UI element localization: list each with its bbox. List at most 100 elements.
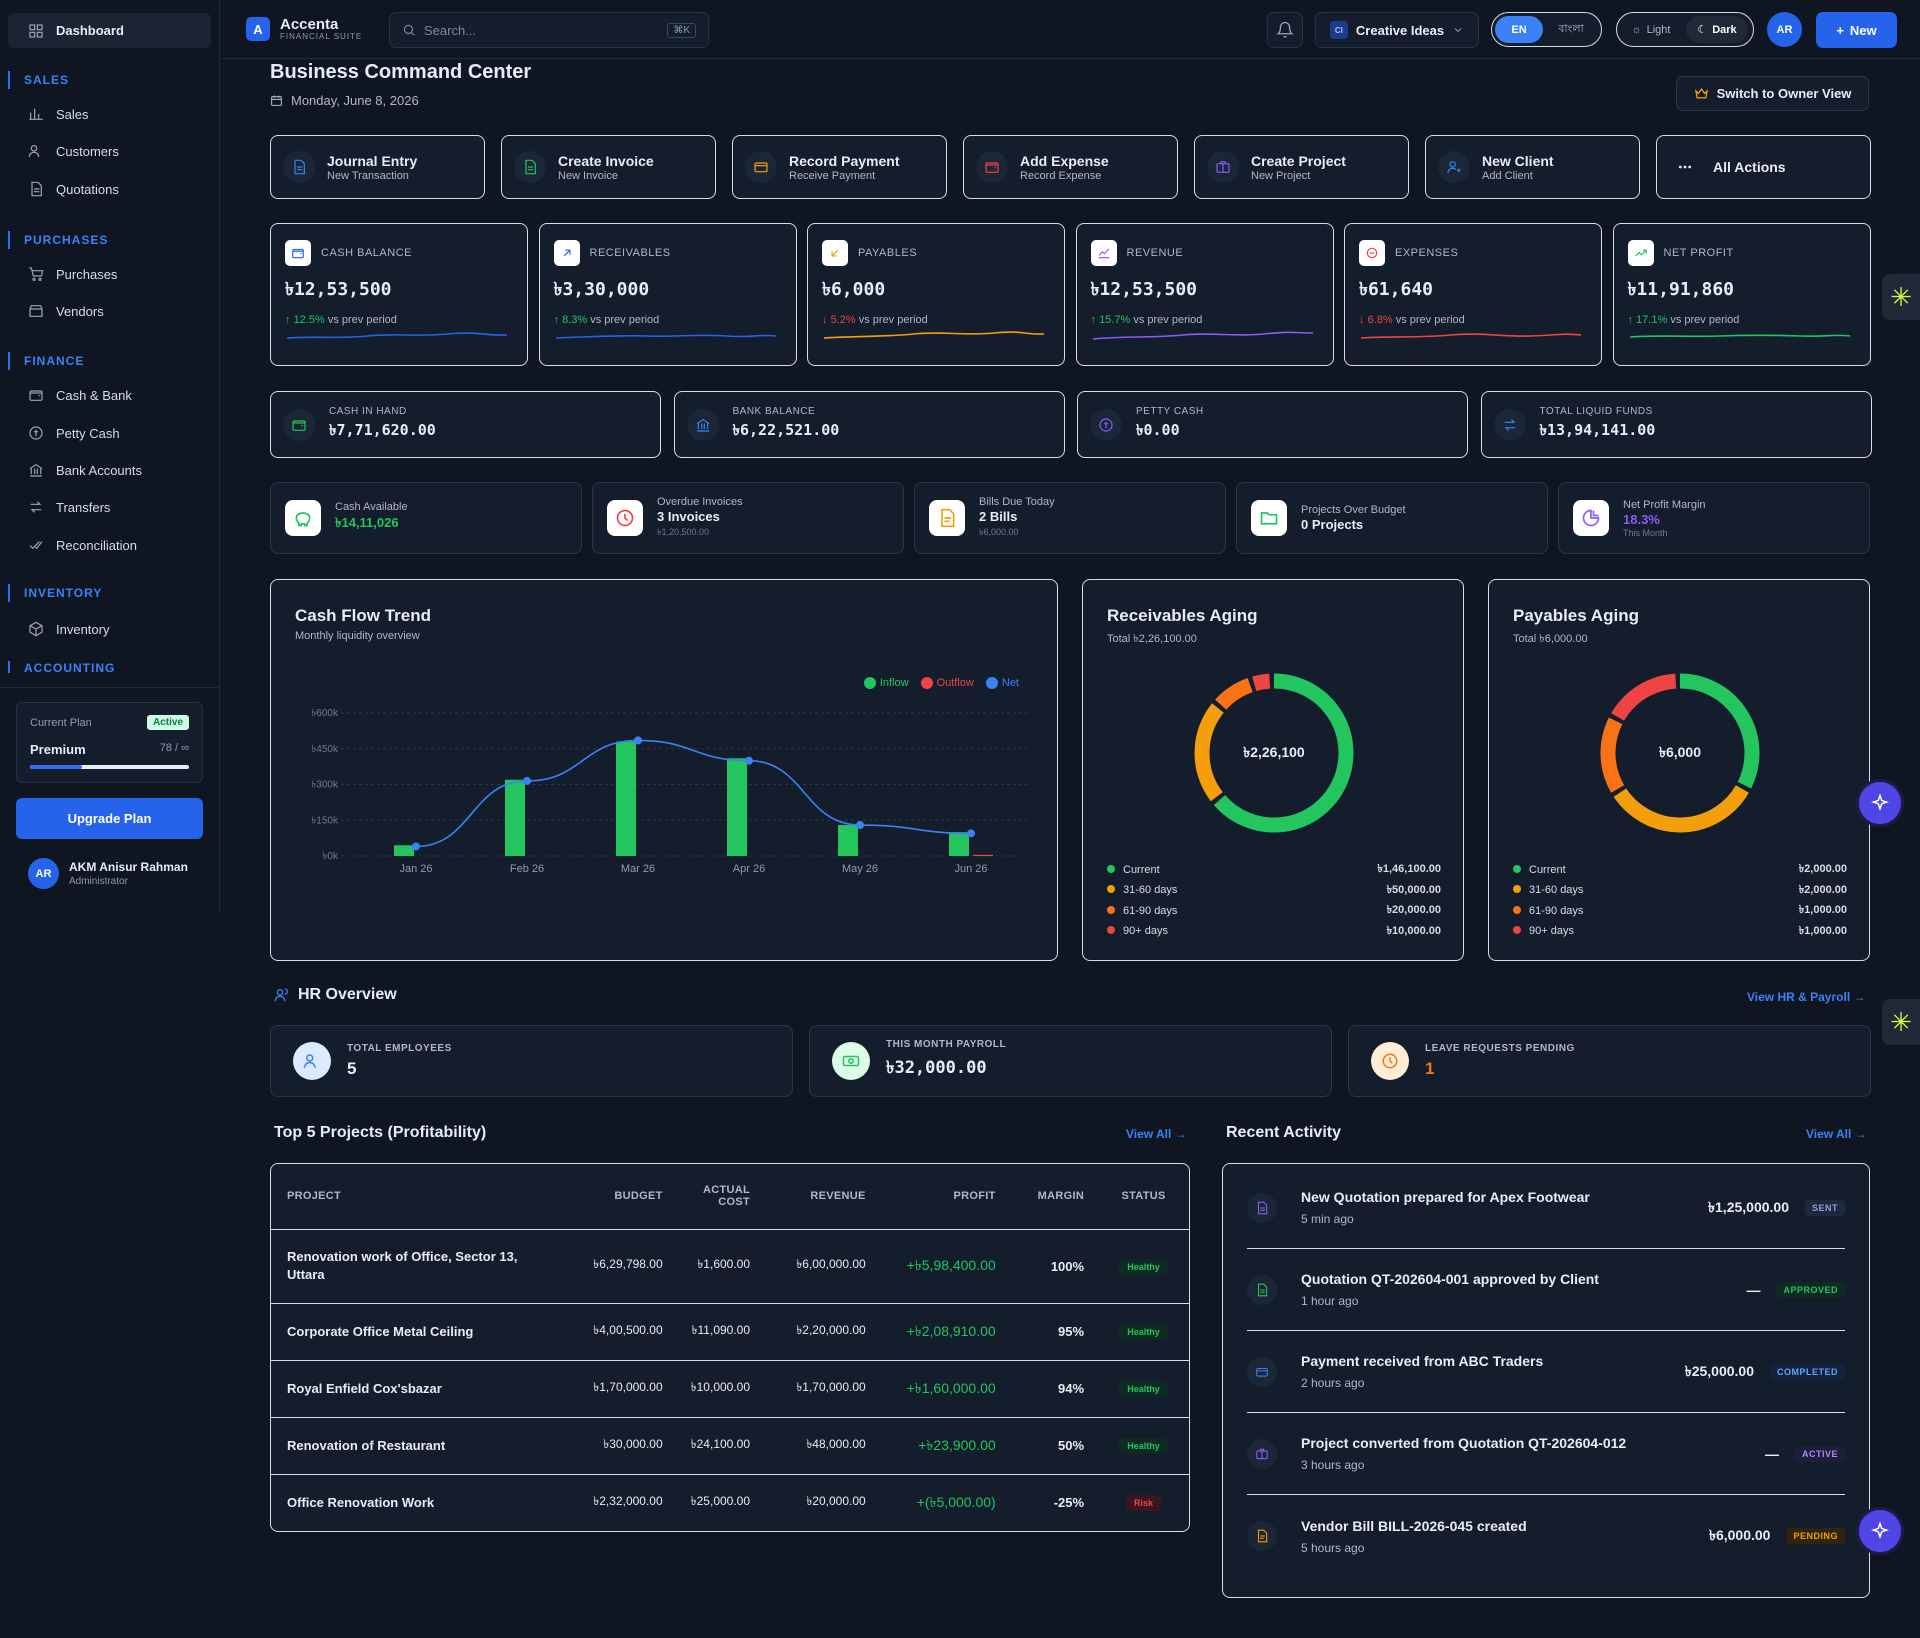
kpi-cash-balance[interactable]: CASH BALANCE ৳12,53,500 ↑ 12.5% vs prev pe… — [270, 223, 528, 366]
inflow-bar[interactable] — [949, 832, 969, 856]
fund-icon-wrap — [1090, 408, 1122, 441]
sidebar-item-quotations[interactable]: Quotations — [28, 179, 119, 199]
hr-leave-requests-pending[interactable]: LEAVE REQUESTS PENDING 1 — [1348, 1025, 1871, 1097]
legend-outflow[interactable]: Outflow — [920, 677, 974, 689]
payables-title: Payables Aging — [1513, 606, 1639, 625]
lang-bn[interactable]: বাংলা — [1558, 23, 1584, 35]
aging-value: ৳2,000.00 — [1798, 863, 1847, 875]
table-row[interactable]: Renovation work of Office, Sector 13, Ut… — [271, 1228, 1189, 1303]
legend-inflow[interactable]: Inflow — [863, 677, 909, 689]
alert-text: Overdue Invoices 3 Invoices ৳1,20,500.00 — [657, 496, 743, 540]
theme-light[interactable]: ☼ Light — [1620, 16, 1682, 43]
activity-time: 5 hours ago — [1301, 1540, 1365, 1555]
donut-slice[interactable] — [1611, 673, 1677, 721]
sidebar-item-bank-accounts[interactable]: Bank Accounts — [28, 460, 142, 480]
net-point[interactable] — [967, 829, 975, 838]
inflow-bar[interactable] — [838, 825, 858, 856]
net-point[interactable] — [856, 821, 864, 830]
sidebar-item-sales[interactable]: Sales — [28, 104, 89, 124]
lang-en[interactable]: EN — [1495, 16, 1543, 43]
net-point[interactable] — [745, 756, 753, 765]
alert-overdue-invoices[interactable]: Overdue Invoices 3 Invoices ৳1,20,500.00 — [592, 482, 904, 554]
sidebar-item-cash-bank[interactable]: Cash & Bank — [28, 385, 132, 405]
notifications-button[interactable] — [1267, 12, 1303, 48]
donut-slice[interactable] — [1613, 785, 1749, 833]
table-row[interactable]: Corporate Office Metal Ceiling ৳4,00,500.… — [271, 1302, 1189, 1360]
alert-text: Projects Over Budget 0 Projects — [1301, 504, 1406, 532]
switch-owner-view-button[interactable]: Switch to Owner View — [1676, 76, 1869, 111]
search-input[interactable]: Search... ⌘K — [389, 12, 709, 48]
sidebar-item-petty-cash[interactable]: Petty Cash — [28, 423, 120, 443]
arrow-up-icon: ↑ — [1627, 314, 1637, 326]
table-row[interactable]: Royal Enfield Cox'sbazar ৳1,70,000.00 ৳10,… — [271, 1359, 1189, 1417]
inflow-bar[interactable] — [616, 741, 636, 856]
sidebar-item-dashboard[interactable]: Dashboard — [8, 13, 211, 48]
activity-item[interactable]: Quotation QT-202604-001 approved by Clie… — [1247, 1249, 1845, 1331]
sidebar-item-purchases[interactable]: Purchases — [28, 264, 117, 284]
legend-net[interactable]: Net — [985, 677, 1019, 689]
sidebar-item-vendors[interactable]: Vendors — [28, 301, 104, 321]
net-point[interactable] — [523, 776, 531, 785]
status-badge: Healthy — [1119, 1324, 1168, 1340]
sidebar-item-reconciliation[interactable]: Reconciliation — [28, 535, 137, 555]
avatar[interactable]: AR — [1767, 12, 1802, 47]
table-row[interactable]: Renovation of Restaurant ৳30,000.00 ৳24,10… — [271, 1416, 1189, 1474]
theme-dark[interactable]: ☾ Dark — [1686, 16, 1748, 43]
activity-title: Quotation QT-202604-001 approved by Clie… — [1301, 1271, 1599, 1287]
ai-fab-button-2[interactable] — [1856, 1507, 1904, 1555]
quick-action-new-client[interactable]: New Client Add Client — [1425, 135, 1640, 199]
quick-action-create-project[interactable]: Create Project New Project — [1194, 135, 1409, 199]
alert-net-profit-margin[interactable]: Net Profit Margin 18.3% This Month — [1558, 482, 1870, 554]
kpi-expenses[interactable]: EXPENSES ৳61,640 ↓ 6.8% vs prev period — [1344, 223, 1602, 366]
quick-action-journal-entry[interactable]: Journal Entry New Transaction — [270, 135, 485, 199]
sidebar-item-inventory[interactable]: Inventory — [28, 619, 109, 639]
donut-slice[interactable] — [1215, 677, 1253, 710]
upgrade-plan-button[interactable]: Upgrade Plan — [16, 798, 203, 839]
sidebar-item-transfers[interactable]: Transfers — [28, 497, 110, 517]
ai-assistant-tab[interactable]: ✳ — [1882, 274, 1920, 320]
net-point[interactable] — [412, 842, 420, 851]
quick-action-record-payment[interactable]: Record Payment Receive Payment — [732, 135, 947, 199]
sidebar-item-customers[interactable]: Customers — [28, 141, 119, 161]
user-profile[interactable]: AR AKM Anisur Rahman Administrator — [28, 858, 188, 889]
quick-action-icon-wrap — [976, 151, 1008, 183]
outflow-bar[interactable] — [973, 854, 993, 856]
ai-assistant-tab-2[interactable]: ✳ — [1882, 999, 1920, 1045]
activity-item[interactable]: Vendor Bill BILL-2026-045 created 5 hours… — [1247, 1495, 1845, 1577]
quick-action-all-actions[interactable]: All Actions — [1656, 135, 1871, 199]
alert-projects-over-budget[interactable]: Projects Over Budget 0 Projects — [1236, 482, 1548, 554]
alert-bills-due-today[interactable]: Bills Due Today 2 Bills ৳6,000.00 — [914, 482, 1226, 554]
kpi-net-profit[interactable]: NET PROFIT ৳11,91,860 ↑ 17.1% vs prev peri… — [1612, 223, 1871, 366]
kpi-receivables[interactable]: RECEIVABLES ৳3,30,000 ↑ 8.3% vs prev perio… — [538, 223, 797, 366]
hr-this-month-payroll[interactable]: THIS MONTH PAYROLL ৳32,000.00 — [809, 1025, 1332, 1097]
activity-item[interactable]: New Quotation prepared for Apex Footwear… — [1247, 1167, 1845, 1249]
activity-item[interactable]: Payment received from ABC Traders 2 hours… — [1247, 1331, 1845, 1413]
inflow-bar[interactable] — [727, 758, 747, 856]
new-button[interactable]: + New — [1816, 12, 1897, 48]
quick-action-create-invoice[interactable]: Create Invoice New Invoice — [501, 135, 716, 199]
donut-slice[interactable] — [1679, 673, 1760, 789]
view-hr-payroll-link[interactable]: View HR & Payroll → — [1747, 990, 1866, 1004]
inflow-bar[interactable] — [394, 845, 414, 856]
table-row[interactable]: Office Renovation Work ৳2,32,000.00 ৳25,00… — [271, 1473, 1189, 1531]
kpi-payables[interactable]: PAYABLES ৳6,000 ↓ 5.2% vs prev period — [807, 223, 1065, 366]
view-all-projects-link[interactable]: View All → — [1126, 1127, 1187, 1141]
table-header-project: PROJECT — [287, 1190, 342, 1203]
inflow-bar[interactable] — [505, 779, 525, 856]
net-point[interactable] — [634, 736, 642, 745]
activity-item[interactable]: Project converted from Quotation QT-2026… — [1247, 1413, 1845, 1495]
alert-cash-available[interactable]: Cash Available ৳14,11,026 — [270, 482, 582, 554]
hr-total-employees[interactable]: TOTAL EMPLOYEES 5 — [270, 1025, 793, 1097]
view-all-activity-link[interactable]: View All → — [1806, 1127, 1867, 1141]
quick-action-add-expense[interactable]: Add Expense Record Expense — [963, 135, 1178, 199]
fund-label: PETTY CASH — [1136, 405, 1204, 417]
donut-slice[interactable] — [1252, 673, 1271, 692]
workspace-selector[interactable]: CI Creative Ideas — [1315, 12, 1479, 48]
donut-slice[interactable] — [1213, 673, 1354, 833]
brand-logo[interactable]: A Accenta FINANCIAL SUITE — [246, 17, 362, 41]
donut-slice[interactable] — [1194, 703, 1224, 802]
table-header-profit: PROFIT — [953, 1190, 996, 1203]
ai-fab-button[interactable] — [1856, 779, 1904, 827]
kpi-revenue[interactable]: REVENUE ৳12,53,500 ↑ 15.7% vs prev period — [1075, 223, 1334, 366]
donut-slice[interactable] — [1600, 717, 1625, 793]
